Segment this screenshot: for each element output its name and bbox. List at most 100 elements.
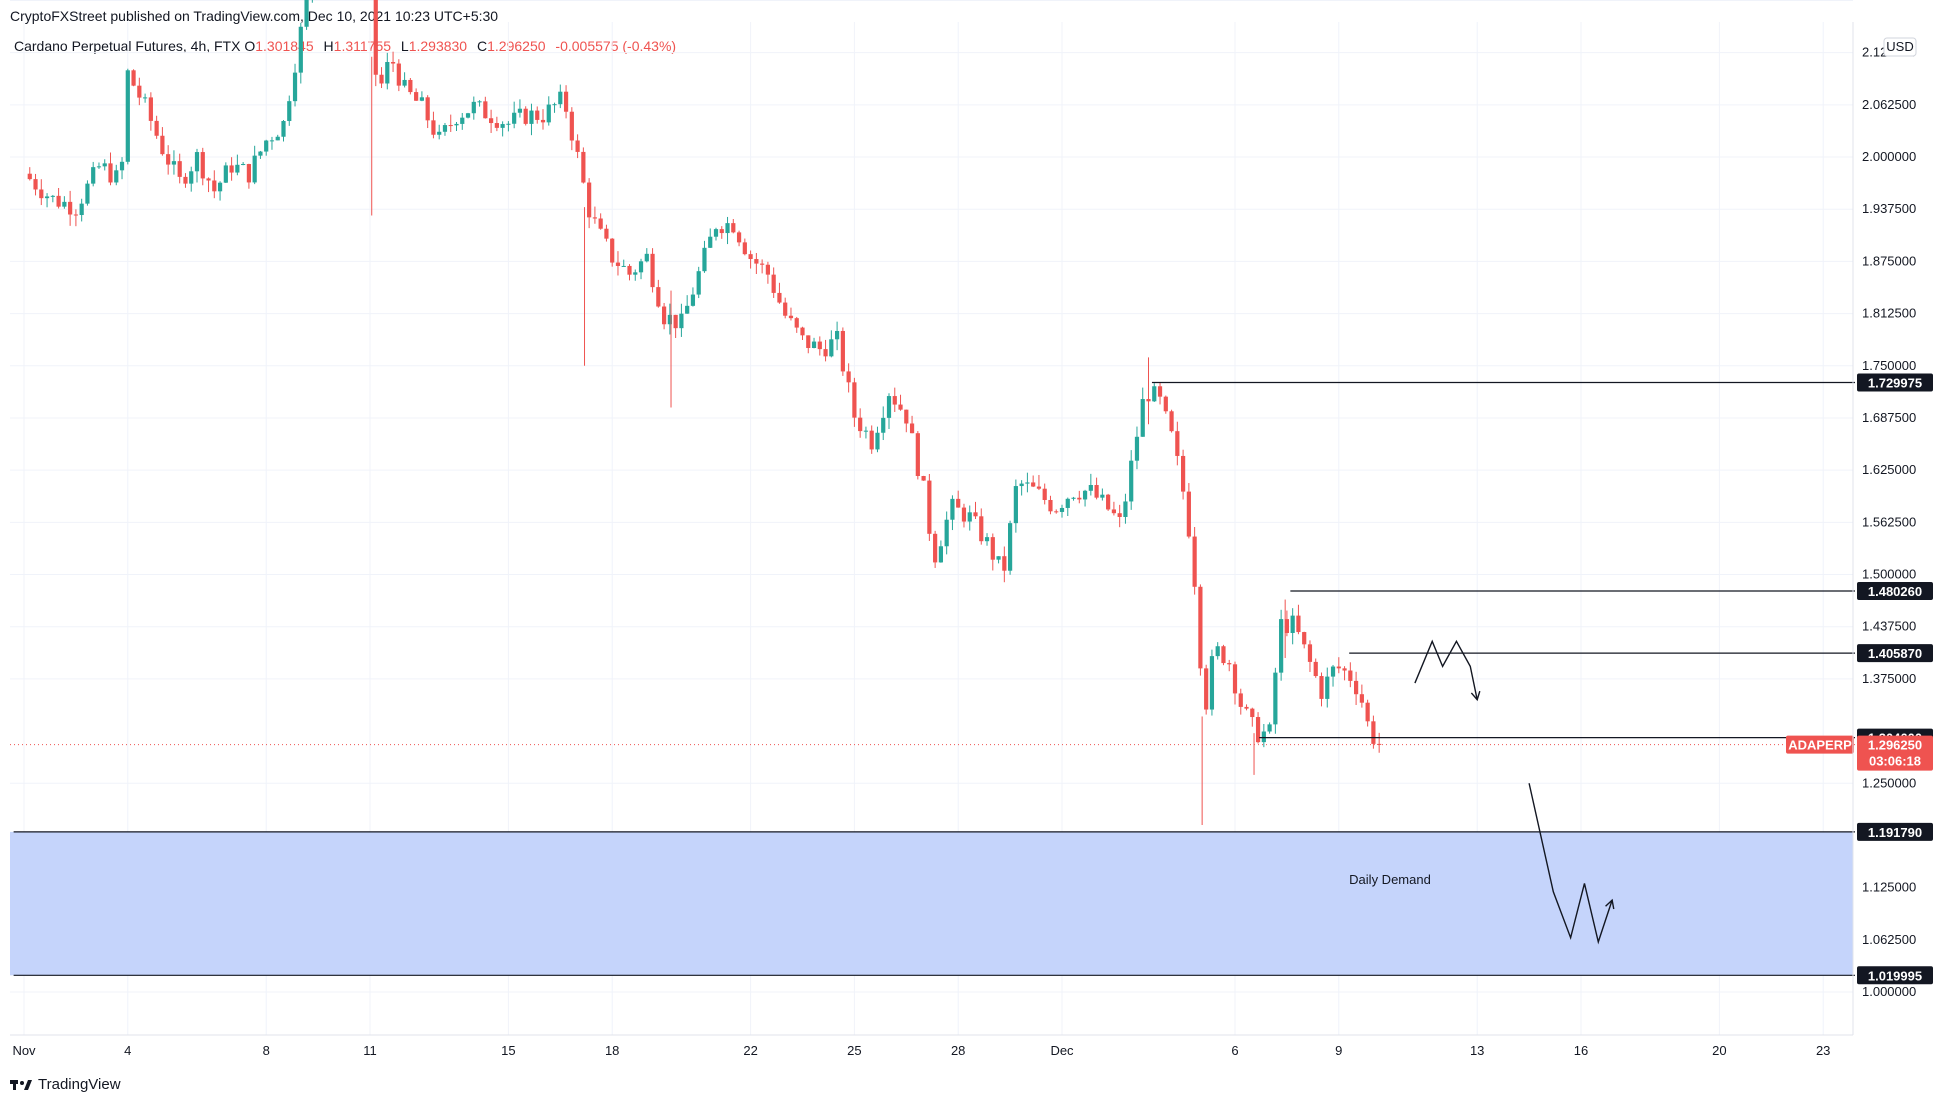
candle-body — [1019, 483, 1024, 487]
candle-body — [771, 274, 776, 293]
candle-body — [385, 62, 390, 84]
y-tick-label: 1.000000 — [1862, 984, 1916, 999]
level-tag — [1857, 966, 1933, 985]
candle-body — [465, 113, 471, 118]
candle-body — [1371, 721, 1376, 744]
candle-body — [696, 271, 701, 295]
candle-body — [171, 161, 177, 165]
candle-body — [592, 217, 597, 219]
candle-body — [246, 164, 251, 183]
candle-body — [858, 417, 863, 432]
candle-body — [235, 164, 240, 173]
candle-body — [990, 537, 995, 560]
candle-body — [448, 125, 453, 127]
candle-body — [1307, 644, 1313, 662]
candle-body — [1059, 507, 1065, 512]
candle-body — [292, 72, 298, 102]
candle-body — [673, 314, 678, 329]
candle-body — [281, 121, 286, 137]
candle-body — [760, 263, 765, 265]
candle-body — [1215, 646, 1220, 657]
x-tick-label: 6 — [1231, 1043, 1238, 1058]
candle-body — [748, 254, 753, 260]
candle-body — [62, 201, 67, 207]
candle-body — [1013, 486, 1018, 524]
candle-body — [269, 140, 275, 142]
candle-body — [800, 327, 805, 336]
candle-body — [927, 480, 932, 534]
candle-body — [742, 242, 747, 255]
candle-body — [1008, 523, 1013, 571]
footer-brand[interactable]: TradingView — [38, 1076, 121, 1093]
candle-body — [1082, 490, 1088, 500]
currency-badge[interactable] — [1883, 37, 1917, 57]
candle-body — [650, 253, 655, 288]
level-tag-label: 1.405870 — [1868, 646, 1922, 661]
candle-body — [1290, 615, 1295, 633]
candle-body — [1279, 619, 1284, 673]
candle-body — [1123, 501, 1128, 517]
x-tick-label: 9 — [1335, 1043, 1342, 1058]
candle-body — [933, 533, 938, 563]
candle-body — [840, 330, 845, 372]
candle-body — [1325, 676, 1330, 699]
candle-body — [713, 229, 719, 237]
candle-body — [512, 112, 517, 124]
candle-body — [811, 341, 817, 348]
candle-body — [154, 120, 159, 136]
footer: TradingView — [10, 1076, 121, 1093]
candle-body — [950, 498, 955, 520]
candle-body — [944, 519, 949, 547]
candle-body — [125, 70, 130, 162]
candle-body — [200, 152, 205, 179]
candle-body — [194, 152, 200, 172]
candle-body — [217, 182, 223, 192]
high-label: H — [323, 38, 334, 54]
candle-body — [788, 315, 794, 319]
candle-body — [984, 537, 990, 542]
candle-body — [229, 165, 234, 173]
candle-body — [575, 140, 580, 152]
candle-body — [1088, 485, 1093, 491]
candle-body — [667, 314, 672, 325]
change-value: -0.005575 (-0.43%) — [555, 38, 677, 54]
candle-body — [610, 238, 615, 263]
candle-body — [956, 498, 961, 508]
symbol-name[interactable]: Cardano Perpetual Futures, 4h, FTX — [14, 38, 241, 54]
candle-body — [189, 171, 194, 184]
candle-body — [881, 417, 886, 433]
candle-body — [835, 330, 840, 340]
candle-body — [517, 108, 523, 113]
tradingview-logo-icon — [10, 1079, 32, 1090]
candle-body — [431, 120, 436, 135]
candle-body — [529, 110, 534, 124]
candle-body — [638, 261, 644, 273]
candle-body — [50, 195, 55, 197]
candle-body — [1284, 619, 1289, 633]
candle-body — [1065, 498, 1070, 508]
candle-body — [777, 292, 782, 303]
candle-body — [212, 180, 217, 192]
low-label: L — [400, 38, 409, 54]
candle-body — [1129, 460, 1134, 502]
countdown-label: 03:06:18 — [1869, 754, 1921, 769]
candle-body — [402, 79, 407, 86]
candle-body — [1042, 488, 1047, 500]
level-tag-label: 1.729975 — [1868, 375, 1922, 390]
candle-body — [1359, 694, 1364, 703]
candle-body — [973, 512, 978, 517]
x-tick-label: 20 — [1712, 1043, 1726, 1058]
candle-body — [1054, 511, 1059, 513]
candle-body — [1204, 668, 1209, 710]
candle-body — [1002, 556, 1007, 571]
candle-body — [1036, 486, 1042, 489]
x-tick-label: Dec — [1050, 1043, 1074, 1058]
level-tag — [1857, 822, 1933, 841]
x-tick-label: 23 — [1816, 1043, 1830, 1058]
y-tick-label: 1.875000 — [1862, 253, 1916, 268]
candle-body — [396, 63, 401, 86]
x-tick-label: 18 — [605, 1043, 619, 1058]
candle-body — [886, 396, 892, 418]
candle-body — [552, 104, 557, 106]
